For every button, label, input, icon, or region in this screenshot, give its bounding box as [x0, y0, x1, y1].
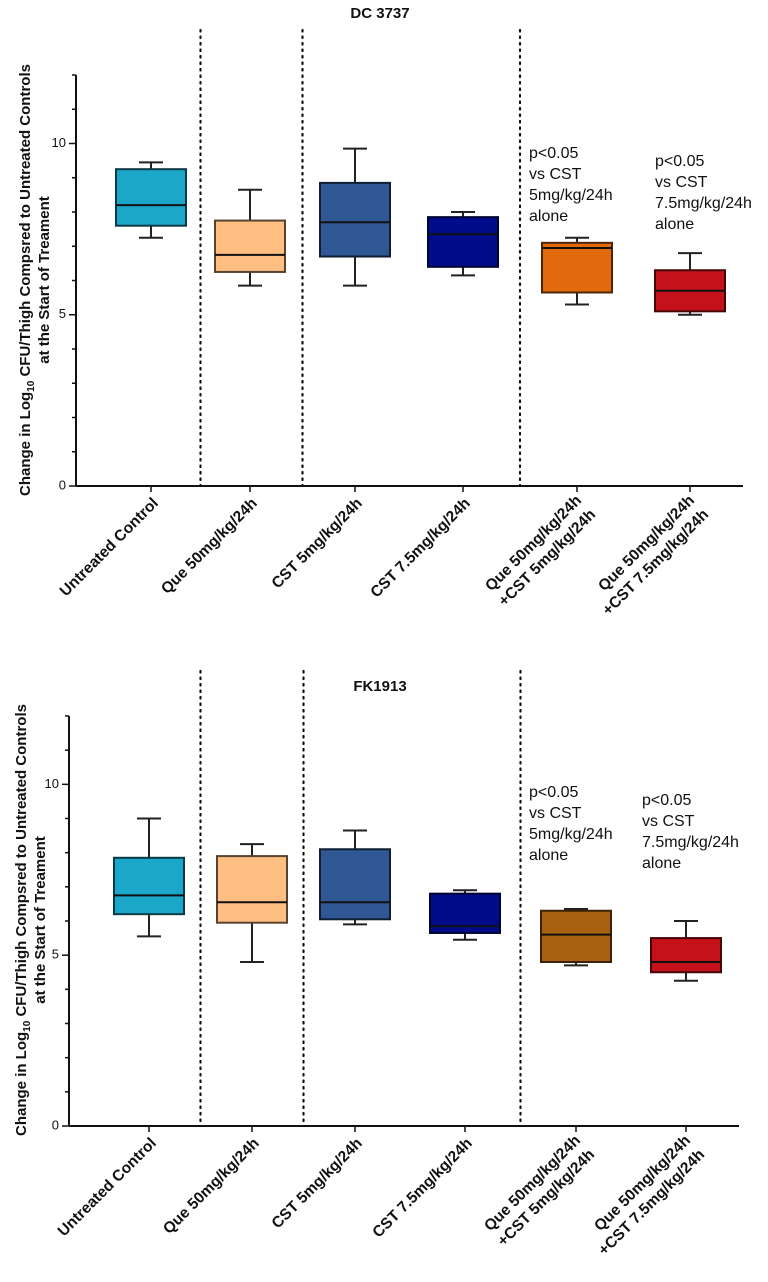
significance-annotation-line: 5mg/kg/24h — [529, 187, 613, 204]
box-iqr — [427, 216, 499, 268]
box-iqr — [115, 168, 187, 227]
x-category-label-line: Untreated Control — [55, 1135, 160, 1240]
x-category-label: Que 50mg/kg/24h+CST 7.5mg/kg/24h — [581, 1132, 708, 1259]
significance-annotation-line: alone — [642, 855, 681, 872]
x-category-label-line: CST 5mg/kg/24h — [269, 1135, 366, 1232]
x-category-label-line: Que 50mg/kg/24h — [158, 495, 261, 598]
significance-annotation-line: p<0.05 — [529, 784, 578, 801]
x-category-label-line: Que 50mg/kg/24h — [160, 1135, 263, 1238]
y-tick-label: 5 — [59, 306, 66, 321]
y-tick-label: 0 — [59, 477, 66, 492]
significance-annotation-line: alone — [529, 847, 568, 864]
significance-annotation-line: p<0.05 — [529, 145, 578, 162]
x-category-label-line: CST 7.5mg/kg/24h — [367, 495, 473, 601]
significance-annotation-line: 5mg/kg/24h — [529, 826, 613, 843]
significance-annotation: p<0.05 vs CST 7.5mg/kg/24h alone — [642, 792, 739, 872]
x-category-label-line: CST 5mg/kg/24h — [269, 495, 366, 592]
box-iqr — [214, 219, 286, 273]
x-category-label: CST 5mg/kg/24h — [269, 1135, 366, 1232]
significance-annotation-line: vs CST — [529, 805, 582, 822]
y-tick-label: 10 — [52, 135, 66, 150]
panel-dc3737: DC 3737 Change in Log10 CFU/Thigh Compsre… — [17, 5, 752, 619]
box-iqr — [216, 855, 288, 924]
x-category-label: Que 50mg/kg/24h — [158, 495, 261, 598]
significance-annotation-line: p<0.05 — [642, 792, 691, 809]
x-category-label-line: CST 7.5mg/kg/24h — [369, 1135, 475, 1241]
box-iqr — [541, 241, 613, 294]
significance-annotation: p<0.05 vs CST 5mg/kg/24h alone — [529, 784, 613, 864]
x-category-label: Untreated Control — [55, 1135, 160, 1240]
significance-annotation-line: 7.5mg/kg/24h — [655, 195, 752, 212]
y-axis-title-line1: Change in Log10 CFU/Thigh Compsred to Un… — [13, 704, 33, 1136]
chart-title: FK1913 — [353, 678, 406, 695]
chart-title: DC 3737 — [350, 5, 409, 22]
significance-annotation: p<0.05 vs CST 7.5mg/kg/24h alone — [655, 153, 752, 233]
x-category-label: CST 7.5mg/kg/24h — [369, 1135, 475, 1241]
x-category-label-line: Untreated Control — [57, 495, 162, 600]
panel-fk1913: FK1913 Change in Log10 CFU/Thigh Compsred… — [13, 669, 739, 1259]
y-axis-title-line2: at the Start of Treament — [36, 196, 53, 364]
y-axis-title-line2: at the Start of Treament — [32, 836, 49, 1004]
y-tick-label: 10 — [45, 776, 59, 791]
significance-annotation-line: 7.5mg/kg/24h — [642, 834, 739, 851]
box-iqr — [319, 848, 391, 921]
x-category-label: CST 7.5mg/kg/24h — [367, 495, 473, 601]
x-category-label: Que 50mg/kg/24h+CST 5mg/kg/24h — [480, 1132, 598, 1250]
significance-annotation-line: vs CST — [642, 813, 695, 830]
y-tick-label: 5 — [52, 947, 59, 962]
significance-annotation-line: vs CST — [655, 174, 708, 191]
significance-annotation: p<0.05 vs CST 5mg/kg/24h alone — [529, 145, 613, 225]
x-category-label: Que 50mg/kg/24h+CST 7.5mg/kg/24h — [585, 492, 712, 619]
box-iqr — [113, 856, 185, 916]
y-axis-title: Change in Log10 CFU/Thigh Compsred to Un… — [17, 64, 53, 496]
x-category-label: CST 5mg/kg/24h — [269, 495, 366, 592]
significance-annotation-line: alone — [529, 208, 568, 225]
box-iqr — [319, 181, 391, 258]
box-iqr — [650, 937, 722, 974]
x-category-label: Que 50mg/kg/24h+CST 5mg/kg/24h — [481, 492, 599, 610]
y-axis-title-line1: Change in Log10 CFU/Thigh Compsred to Un… — [17, 64, 37, 496]
significance-annotation-line: vs CST — [529, 166, 582, 183]
significance-annotation-line: alone — [655, 216, 694, 233]
x-category-label: Que 50mg/kg/24h — [160, 1135, 263, 1238]
x-category-label: Untreated Control — [57, 495, 162, 600]
box-iqr — [540, 909, 612, 963]
significance-annotation-line: p<0.05 — [655, 153, 704, 170]
y-axis-title: Change in Log10 CFU/Thigh Compsred to Un… — [13, 704, 49, 1136]
y-tick-label: 0 — [52, 1117, 59, 1132]
